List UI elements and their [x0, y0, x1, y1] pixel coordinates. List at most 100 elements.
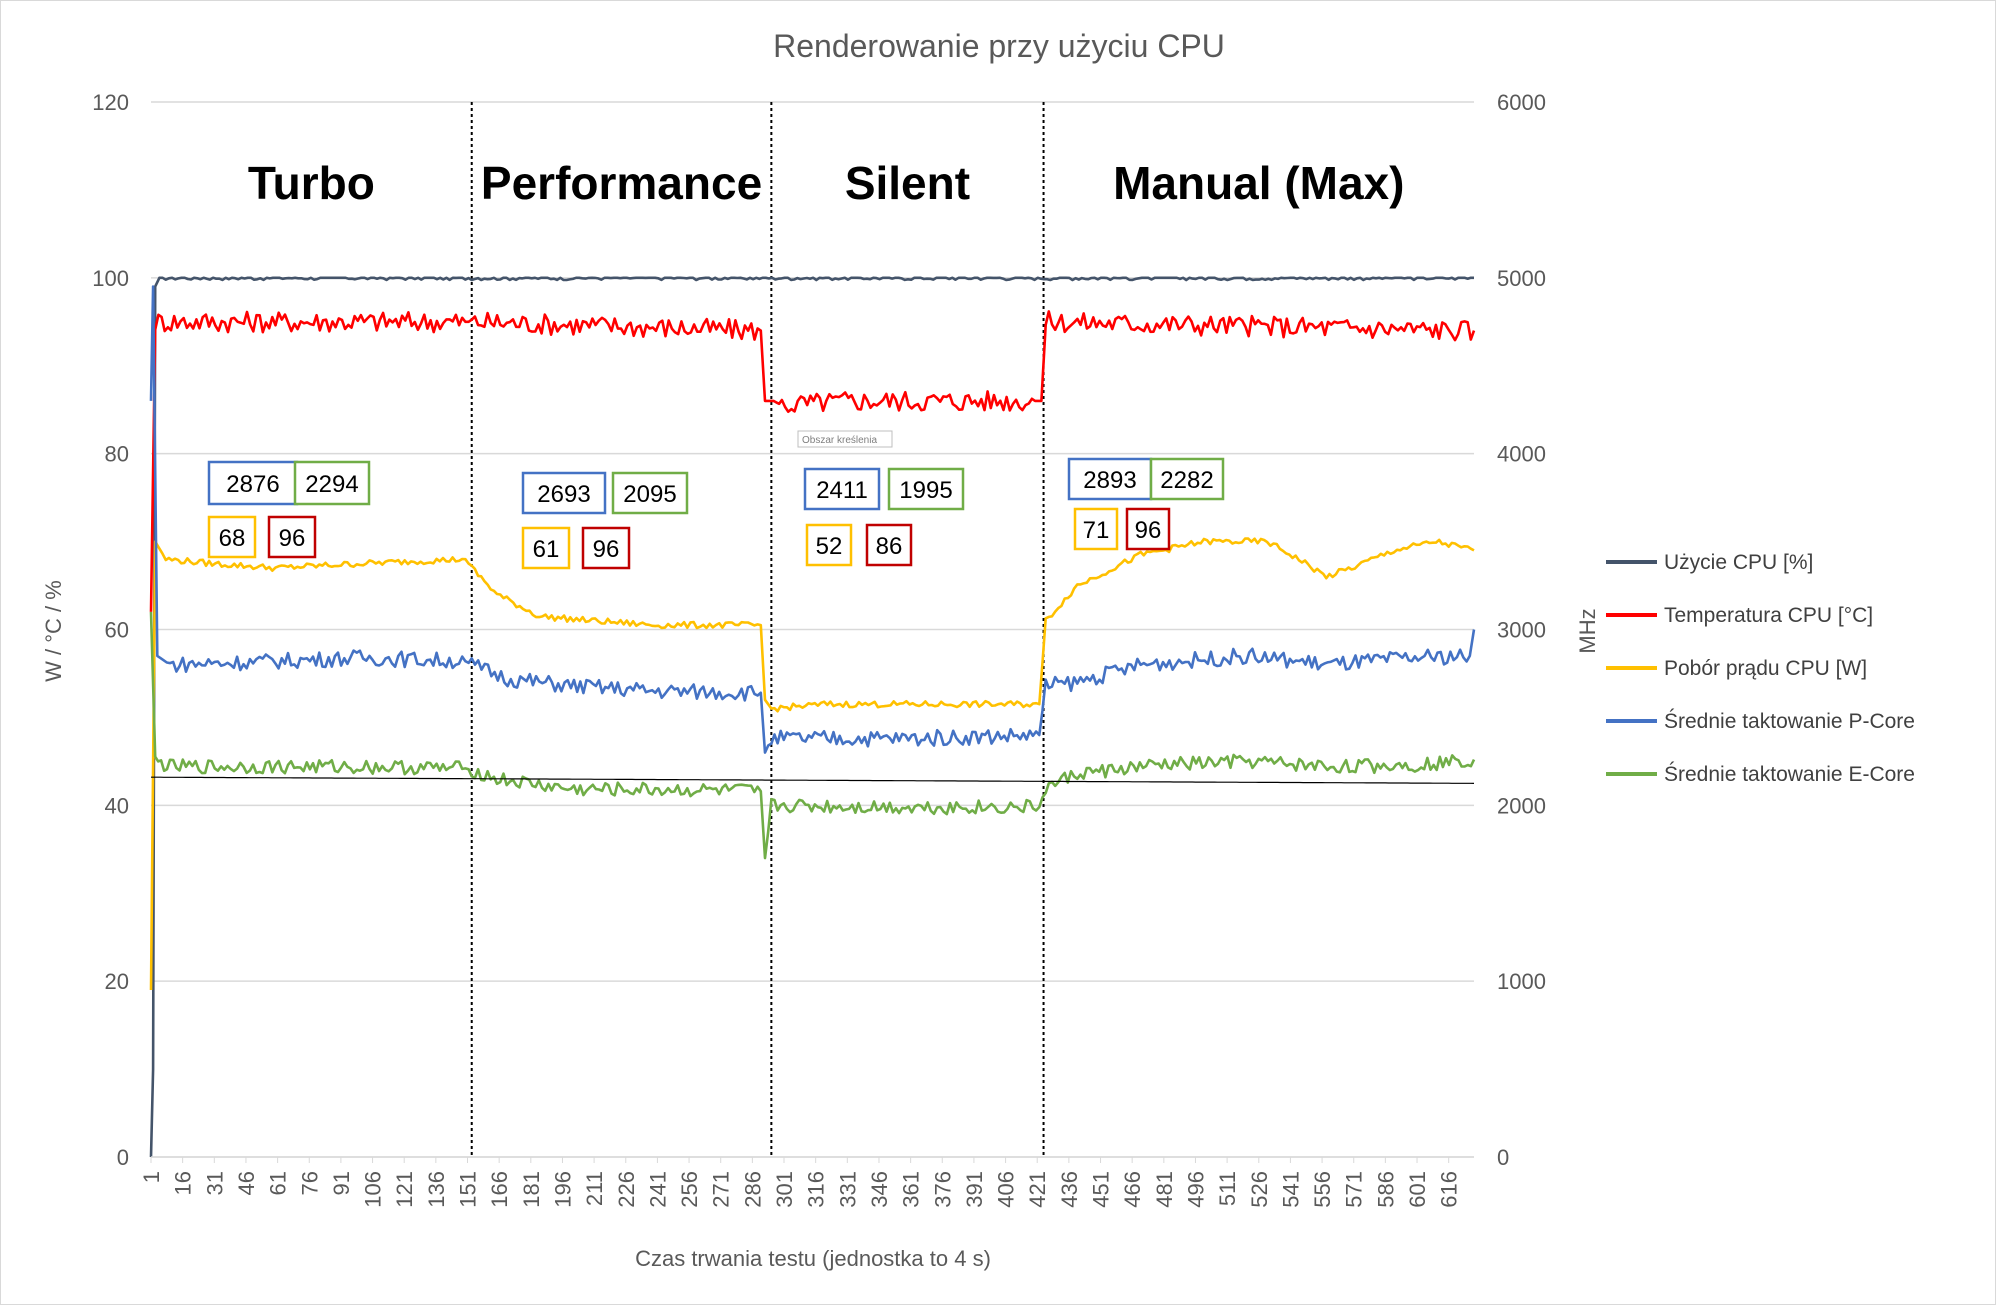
- legend: Użycie CPU [%] Temperatura CPU [°C] Pobór …: [1606, 551, 1915, 786]
- x-tick-label: 571: [1342, 1171, 1367, 1208]
- x-tick-label: 46: [234, 1171, 259, 1195]
- x-tick-label: 271: [709, 1171, 734, 1208]
- series-line: [149, 276, 1474, 1158]
- y2-tick-label: 4000: [1497, 442, 1546, 467]
- x-tick-label: 496: [1183, 1171, 1208, 1208]
- annotation-value: 96: [593, 536, 620, 563]
- x-tick-label: 241: [645, 1171, 670, 1208]
- x-tick-label: 301: [772, 1171, 797, 1208]
- legend-label: Pobór prądu CPU [W]: [1664, 657, 1867, 680]
- x-tick-label: 541: [1278, 1171, 1303, 1208]
- x-tick-label: 31: [202, 1171, 227, 1195]
- y-tick-label: 60: [105, 618, 129, 643]
- x-tick-label: 586: [1373, 1171, 1398, 1208]
- x-tick-label: 481: [1152, 1171, 1177, 1208]
- annotation-box: [207, 515, 257, 559]
- x-tick-label: 556: [1310, 1171, 1335, 1208]
- x-tick-label: 76: [297, 1171, 322, 1195]
- x-tick-label: 451: [1089, 1171, 1114, 1208]
- x-tick-label: 466: [1120, 1171, 1145, 1208]
- annotation-value: 52: [816, 533, 843, 560]
- gridlines: [151, 101, 1474, 1158]
- y-tick-label: 20: [105, 969, 129, 994]
- y2-tick-label: 2000: [1497, 793, 1546, 818]
- legend-label: Użycie CPU [%]: [1664, 551, 1813, 574]
- annotation-box: [805, 523, 853, 567]
- x-tick-label: 511: [1215, 1171, 1240, 1206]
- chart-title: Renderowanie przy użyciu CPU: [773, 28, 1225, 64]
- x-tick-label: 91: [329, 1171, 354, 1195]
- x-tick-label: 226: [614, 1171, 639, 1208]
- y-tick-label: 0: [117, 1145, 129, 1170]
- annotation-value: 2294: [305, 471, 358, 498]
- x-tick-label: 331: [835, 1171, 860, 1208]
- annotation-box: [1073, 507, 1119, 551]
- x-tick-label: 346: [867, 1171, 892, 1208]
- annotation-value: 2876: [226, 471, 279, 498]
- annotation-value: 96: [279, 525, 306, 552]
- annotation-value: 61: [533, 536, 560, 563]
- x-tick-label: 211: [582, 1171, 607, 1206]
- series-line: [149, 310, 1476, 612]
- annotation-box: [1125, 507, 1171, 551]
- legend-label: Temperatura CPU [°C]: [1664, 604, 1873, 627]
- x-tick-label: 1: [139, 1171, 164, 1183]
- x-tick-label: 151: [456, 1171, 481, 1208]
- x-tick-label: 61: [266, 1171, 291, 1195]
- x-tick-label: 286: [740, 1171, 765, 1208]
- y2-tick-label: 3000: [1497, 618, 1546, 643]
- mode-label: Manual (Max): [1113, 157, 1404, 209]
- y2-tick-label: 5000: [1497, 266, 1546, 291]
- x-tick-label: 526: [1247, 1171, 1272, 1208]
- axes: 0 20 40 60 80 100 120 0 1000 2000 3000 4000 5000 6000…: [92, 90, 1546, 1208]
- x-tick-label: 421: [1025, 1171, 1050, 1208]
- annotation-value: 2282: [1160, 467, 1213, 494]
- mode-label: Performance: [481, 157, 762, 209]
- y-axis-title: W / °C / %: [41, 580, 66, 682]
- x-tick-label: 16: [171, 1171, 196, 1195]
- x-axis-title: Czas trwania testu (jednostka to 4 s): [635, 1246, 991, 1271]
- annotation-value: 86: [876, 533, 903, 560]
- y2-tick-label: 1000: [1497, 969, 1546, 994]
- tooltip-box: [797, 430, 893, 448]
- x-tick-label: 256: [677, 1171, 702, 1208]
- x-tick-label: 616: [1437, 1171, 1462, 1208]
- series-lines: [149, 276, 1476, 1158]
- series-line: [149, 611, 1476, 860]
- annotation-box: [803, 467, 881, 511]
- tooltip-text: Obszar kreślenia: [802, 435, 877, 446]
- plot-area-tooltip: Obszar kreślenia: [797, 430, 893, 448]
- x-tick-label: 376: [930, 1171, 955, 1208]
- annotation-box: [865, 523, 913, 567]
- annotation-box: [293, 460, 371, 506]
- x-tick-label: 136: [424, 1171, 449, 1208]
- annotation-box: [1149, 457, 1225, 501]
- annotation-box: [207, 460, 299, 506]
- x-tick-label: 181: [519, 1171, 544, 1208]
- series-line: [149, 285, 1476, 754]
- y-tick-label: 40: [105, 793, 129, 818]
- x-tick-label: 166: [487, 1171, 512, 1208]
- annotation-value: 2693: [537, 481, 590, 508]
- annotation-box: [1067, 457, 1153, 501]
- x-tick-label: 601: [1405, 1171, 1430, 1208]
- annotation-value: 2893: [1083, 467, 1136, 494]
- annotation-value: 1995: [899, 477, 952, 504]
- y-tick-label: 120: [92, 90, 129, 115]
- series-line: [151, 776, 1475, 784]
- y-tick-label: 100: [92, 266, 129, 291]
- value-annotations: 2876 2294 68 96 2693 2095 61 96 2411 1995 52 86 2893…: [207, 457, 1225, 570]
- mode-label: Silent: [845, 157, 970, 209]
- annotation-box: [521, 526, 571, 570]
- mode-label: Turbo: [248, 157, 375, 209]
- y-tick-label: 80: [105, 442, 129, 467]
- annotation-box: [581, 526, 631, 570]
- annotation-value: 68: [219, 525, 246, 552]
- y2-axis-title: MHz: [1575, 608, 1600, 653]
- annotation-box: [521, 471, 607, 515]
- x-tick-label: 121: [392, 1171, 417, 1208]
- annotation-value: 71: [1083, 517, 1110, 544]
- x-tick-label: 196: [550, 1171, 575, 1208]
- annotation-value: 96: [1135, 517, 1162, 544]
